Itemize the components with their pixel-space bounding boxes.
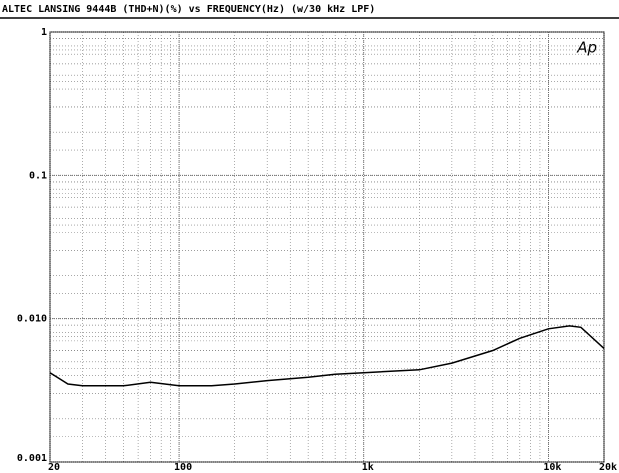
y-tick-label: 0.010: [17, 314, 47, 325]
logo: Ap: [576, 39, 597, 57]
y-tick-label: 1: [41, 27, 47, 38]
x-tick-label: 10k: [543, 462, 561, 473]
data-line: [49, 325, 605, 387]
x-tick-label: 100: [174, 462, 192, 473]
x-tick-label: 20k: [599, 462, 617, 473]
y-tick-label: 0.1: [29, 170, 47, 181]
chart-title: ALTEC LANSING 9444B (THD+N)(%) vs FREQUE…: [2, 4, 375, 15]
y-tick-label: 0.001: [17, 453, 47, 464]
x-tick-label: 1k: [362, 462, 374, 473]
x-tick-label: 20: [48, 462, 60, 473]
